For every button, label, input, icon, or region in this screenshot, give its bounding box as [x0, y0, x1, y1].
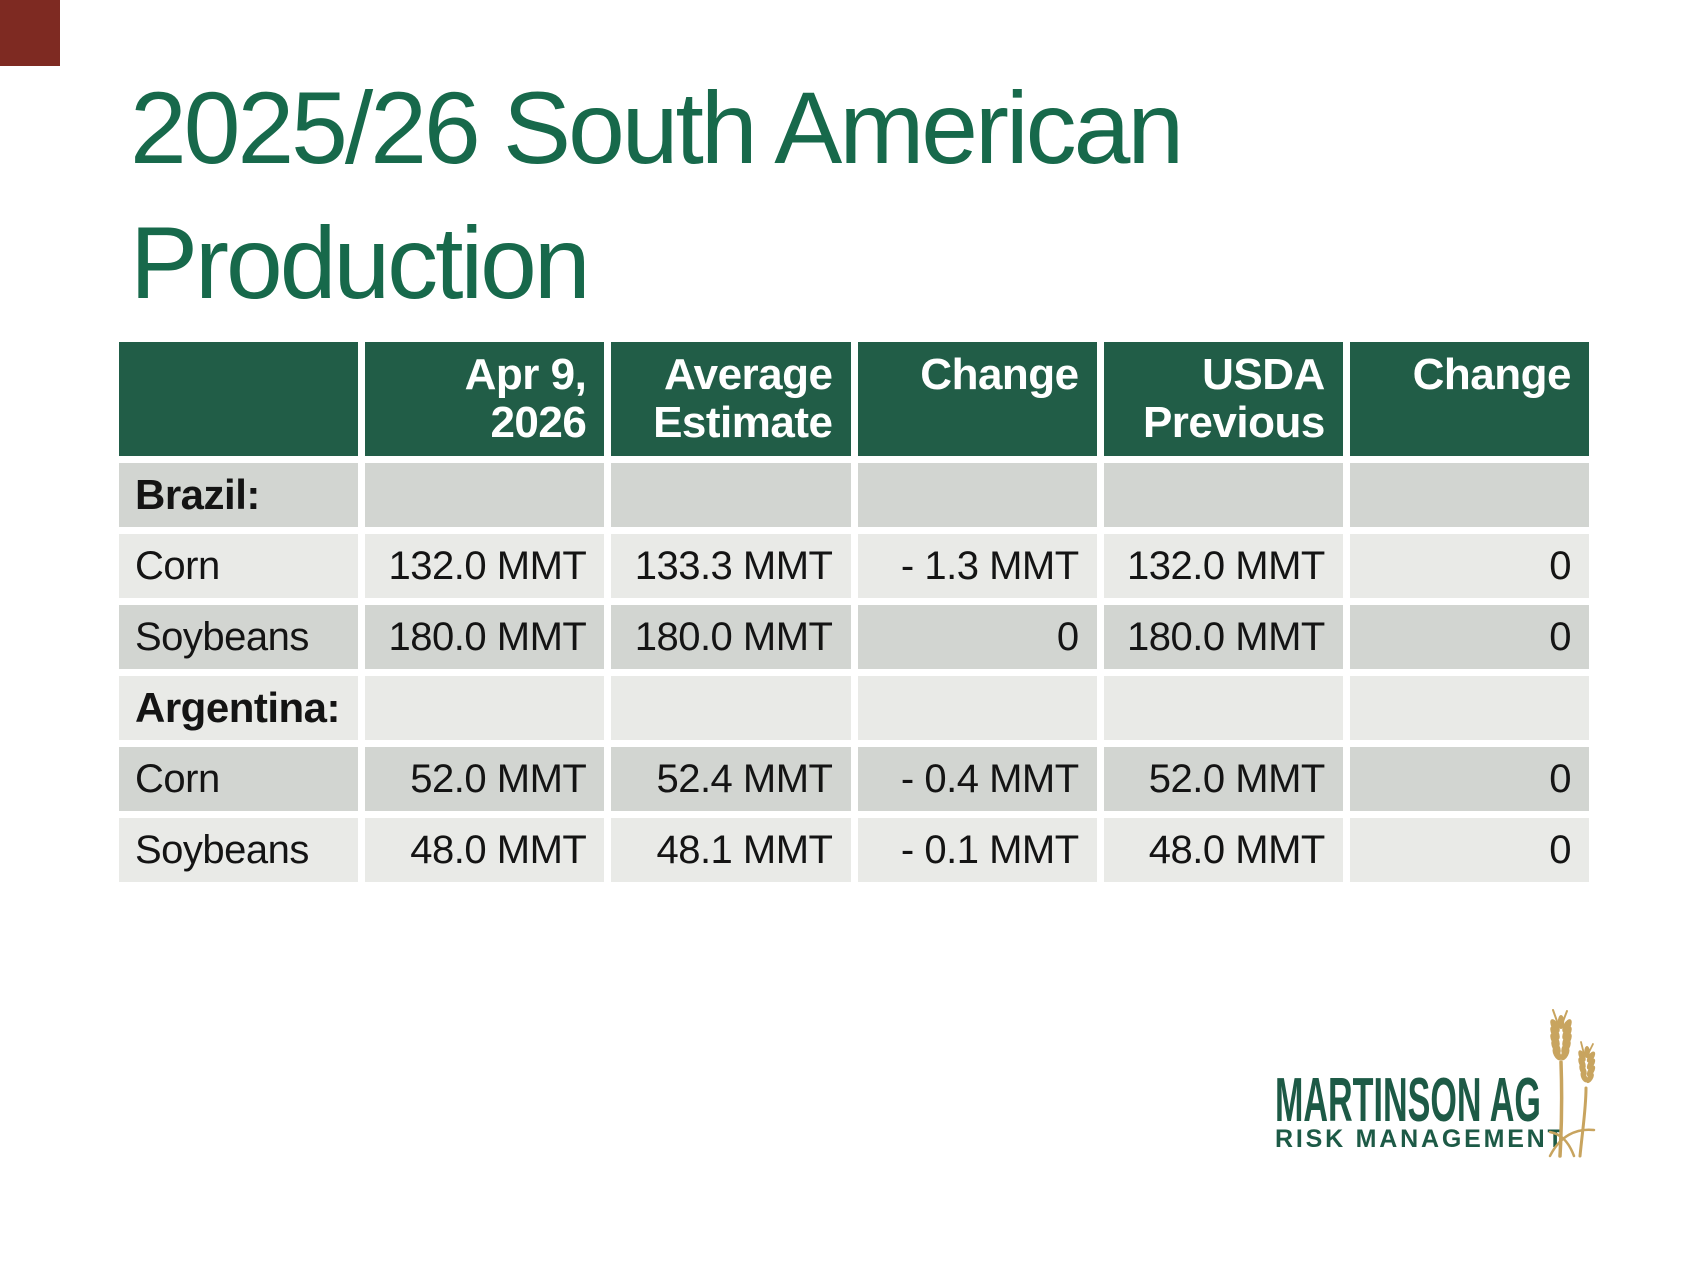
row-brazil-cell [1103, 463, 1343, 527]
row-argentina-soybeans-label: Soybeans [119, 818, 359, 882]
row-brazil-soybeans-apr: 180.0 MMT [365, 605, 605, 669]
row-brazil-soybeans-usda: 180.0 MMT [1103, 605, 1343, 669]
row-argentina-cell [1349, 676, 1589, 740]
row-brazil-soybeans-change2: 0 [1349, 605, 1589, 669]
row-argentina-corn-change: - 0.4 MMT [857, 747, 1097, 811]
row-brazil-corn-label: Corn [119, 534, 359, 598]
logo-tagline: RISK MANAGEMENT [1275, 1125, 1566, 1153]
row-argentina-cell [1103, 676, 1343, 740]
row-argentina-cell [365, 676, 605, 740]
row-argentina-corn-label: Corn [119, 747, 359, 811]
row-brazil-label: Brazil: [119, 463, 359, 527]
row-argentina-corn-avg: 52.4 MMT [611, 747, 851, 811]
table-header-avg-estimate: Average Estimate [611, 342, 851, 456]
row-brazil-cell [1349, 463, 1589, 527]
row-brazil-corn-change: - 1.3 MMT [857, 534, 1097, 598]
table-header-change-1: Change [857, 342, 1097, 456]
row-brazil-corn-avg: 133.3 MMT [611, 534, 851, 598]
row-brazil-soybeans-change: 0 [857, 605, 1097, 669]
production-table: Apr 9, 2026 Average Estimate Change USDA… [119, 342, 1589, 882]
row-argentina-cell [857, 676, 1097, 740]
row-brazil-corn-change2: 0 [1349, 534, 1589, 598]
wheat-icon [1548, 1009, 1596, 1158]
table-header-date: Apr 9, 2026 [365, 342, 605, 456]
row-argentina-corn-usda: 52.0 MMT [1103, 747, 1343, 811]
row-brazil-soybeans-avg: 180.0 MMT [611, 605, 851, 669]
row-argentina-soybeans-change: - 0.1 MMT [857, 818, 1097, 882]
corner-accent-block [0, 0, 60, 66]
row-brazil-corn-usda: 132.0 MMT [1103, 534, 1343, 598]
row-argentina-corn-change2: 0 [1349, 747, 1589, 811]
row-argentina-soybeans-avg: 48.1 MMT [611, 818, 851, 882]
row-argentina-corn-apr: 52.0 MMT [365, 747, 605, 811]
slide-title: 2025/26 South American Production [130, 71, 1184, 320]
table-header-usda-previous: USDA Previous [1103, 342, 1343, 456]
row-brazil-cell [365, 463, 605, 527]
row-brazil-corn-apr: 132.0 MMT [365, 534, 605, 598]
row-argentina-soybeans-change2: 0 [1349, 818, 1589, 882]
row-brazil-cell [857, 463, 1097, 527]
row-argentina-soybeans-usda: 48.0 MMT [1103, 818, 1343, 882]
row-argentina-cell [611, 676, 851, 740]
table-header-change-2: Change [1349, 342, 1589, 456]
row-argentina-soybeans-apr: 48.0 MMT [365, 818, 605, 882]
martinson-ag-logo: MARTINSON AG RISK MANAGEMENT [1275, 1008, 1605, 1158]
table-header-blank [119, 342, 359, 456]
row-brazil-soybeans-label: Soybeans [119, 605, 359, 669]
row-brazil-cell [611, 463, 851, 527]
logo-company-name: MARTINSON AG [1275, 1066, 1541, 1135]
row-argentina-label: Argentina: [119, 676, 359, 740]
